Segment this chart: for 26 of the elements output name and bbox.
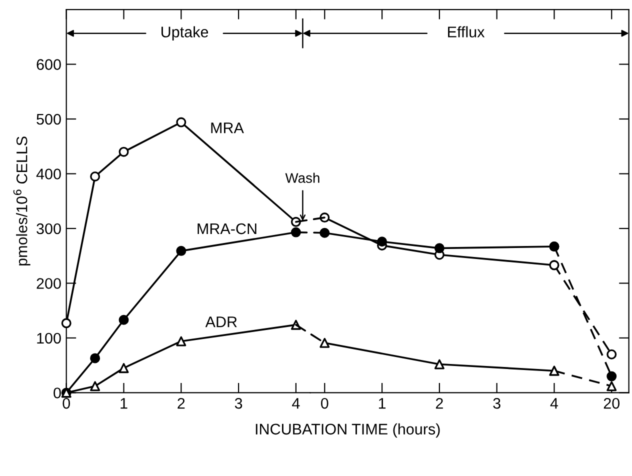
y-tick-label: 600 <box>36 59 61 70</box>
x-tick-label: 20 <box>604 398 620 409</box>
x-axis-title: INCUBATION TIME (hours) <box>256 423 440 438</box>
y-tick-label: 500 <box>36 114 61 125</box>
x-tick-label: 0 <box>62 398 70 409</box>
y-tick-label: 100 <box>37 332 61 344</box>
x-tick-label: 1 <box>378 398 386 409</box>
series-label: ADR <box>205 316 237 328</box>
annotation: Wash <box>285 172 320 183</box>
y-tick-label: 300 <box>36 223 61 234</box>
y-axis-title: pmoles/10$^{6}$ CELLS <box>13 136 30 266</box>
x-tick-label: 4 <box>292 398 300 409</box>
annotation: Uptake <box>162 26 208 40</box>
annotation: Efflux <box>448 26 485 38</box>
y-tick-label: 400 <box>36 168 61 180</box>
x-tick-label: 3 <box>234 398 242 409</box>
x-tick-label: 1 <box>120 398 128 409</box>
y-tick-label: 200 <box>36 278 61 289</box>
x-tick-label: 3 <box>493 398 500 409</box>
y-tick-label: 0 <box>54 388 61 398</box>
x-tick-label: 2 <box>178 398 185 409</box>
series-label: MRA <box>211 122 244 134</box>
x-tick-label: 0 <box>320 398 328 409</box>
x-tick-label: 4 <box>550 398 558 409</box>
series-label: MRA-CN <box>198 223 256 234</box>
x-tick-label: 2 <box>436 398 443 409</box>
